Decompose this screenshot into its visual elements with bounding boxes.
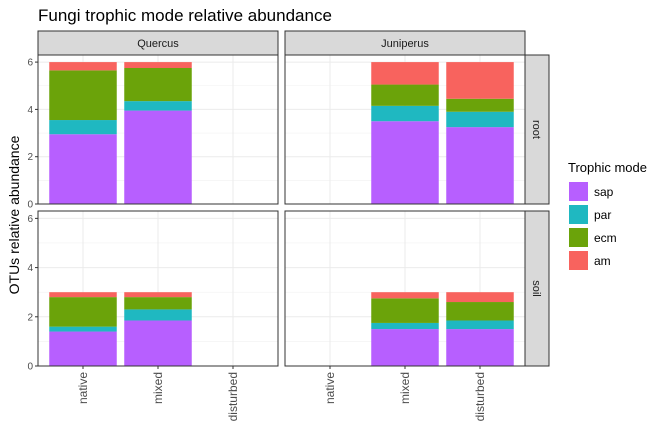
- bar-segment-root-juniperus-disturbed-ecm: [446, 98, 514, 112]
- legend-key-par: [569, 205, 588, 224]
- legend-title: Trophic mode: [568, 160, 647, 175]
- x-tick-label-disturbed: disturbed: [226, 372, 240, 421]
- bar-segment-soil-juniperus-disturbed-ecm: [446, 302, 514, 321]
- bar-segment-root-quercus-native-am: [49, 62, 117, 71]
- bar-segment-root-quercus-native-sap: [49, 134, 117, 204]
- bar-segment-soil-juniperus-mixed-am: [371, 292, 439, 299]
- bar-segment-root-quercus-native-ecm: [49, 70, 117, 121]
- legend-label-par: par: [594, 208, 611, 222]
- facet-strip-soil: [524, 210, 550, 367]
- bar-segment-root-quercus-mixed-par: [124, 101, 192, 111]
- y-tick-label: 2: [27, 152, 33, 163]
- bar-segment-root-quercus-mixed-am: [124, 62, 192, 69]
- bar-segment-root-juniperus-mixed-ecm: [371, 84, 439, 106]
- bar-segment-root-juniperus-disturbed-am: [446, 62, 514, 99]
- bar-segment-soil-juniperus-disturbed-par: [446, 320, 514, 330]
- y-tick-label: 4: [27, 263, 33, 274]
- legend: Trophic mode sap par ecm am: [568, 160, 647, 270]
- legend-label-am: am: [594, 254, 611, 268]
- panel-border-root-juniperus: [284, 54, 526, 205]
- bar-segment-root-juniperus-mixed-am: [371, 62, 439, 85]
- bar-segment-soil-juniperus-mixed-ecm: [371, 298, 439, 323]
- y-tick-label: 6: [27, 58, 33, 69]
- y-tick-label: 2: [27, 312, 33, 323]
- facet-label-juniperus: Juniperus: [381, 38, 429, 50]
- bar-segment-root-juniperus-disturbed-par: [446, 111, 514, 128]
- panel-border-root-quercus: [37, 54, 279, 205]
- legend-key-ecm: [569, 228, 588, 247]
- bar-segment-soil-juniperus-disturbed-am: [446, 292, 514, 303]
- bar-segment-root-juniperus-disturbed-sap: [446, 127, 514, 204]
- bar-segment-soil-juniperus-mixed-par: [371, 322, 439, 330]
- legend-key-am: [569, 251, 588, 270]
- x-tick-label-mixed: mixed: [151, 372, 165, 404]
- bar-segment-root-juniperus-mixed-par: [371, 105, 439, 122]
- y-tick-label: 4: [27, 105, 33, 116]
- bar-segment-soil-quercus-mixed-sap: [124, 320, 192, 366]
- x-tick-label-native: native: [323, 372, 337, 404]
- facet-label-quercus: Quercus: [137, 38, 179, 50]
- facet-label-soil: soil: [530, 280, 542, 297]
- facet-label-root: root: [530, 120, 542, 139]
- bar-segment-root-quercus-mixed-sap: [124, 110, 192, 204]
- chart-title: Fungi trophic mode relative abundance: [38, 6, 332, 25]
- bar-segment-soil-quercus-mixed-ecm: [124, 297, 192, 310]
- bar-segment-soil-quercus-native-sap: [49, 331, 117, 366]
- bar-segment-soil-quercus-native-par: [49, 326, 117, 332]
- bar-segment-root-juniperus-mixed-sap: [371, 121, 439, 204]
- facet-strip-quercus: [37, 30, 279, 56]
- y-axis-label: OTUs relative abundance: [6, 135, 22, 294]
- x-tick-label-mixed: mixed: [398, 372, 412, 404]
- y-tick-label: 6: [27, 214, 33, 225]
- bar-segment-soil-quercus-mixed-par: [124, 309, 192, 321]
- y-tick-label: 0: [27, 362, 33, 373]
- x-tick-label-native: native: [76, 372, 90, 404]
- bar-segment-soil-quercus-native-ecm: [49, 297, 117, 327]
- bar-segment-soil-quercus-mixed-am: [124, 292, 192, 298]
- facet-strip-juniperus: [284, 30, 526, 56]
- x-tick-label-disturbed: disturbed: [473, 372, 487, 421]
- bar-segment-soil-juniperus-mixed-sap: [371, 329, 439, 366]
- legend-key-sap: [569, 182, 588, 201]
- facet-panels: Quercus Juniperus root soil 0 2 4 6 0 2 4 6 native mi…: [27, 30, 550, 421]
- bar-segment-root-quercus-mixed-ecm: [124, 68, 192, 102]
- y-tick-label: 0: [27, 200, 33, 211]
- facet-strip-root: [524, 54, 550, 205]
- bar-segment-soil-quercus-native-am: [49, 292, 117, 298]
- legend-label-ecm: ecm: [594, 231, 617, 245]
- bar-segment-root-quercus-native-par: [49, 120, 117, 135]
- legend-label-sap: sap: [594, 185, 614, 199]
- bar-segment-soil-juniperus-disturbed-sap: [446, 329, 514, 366]
